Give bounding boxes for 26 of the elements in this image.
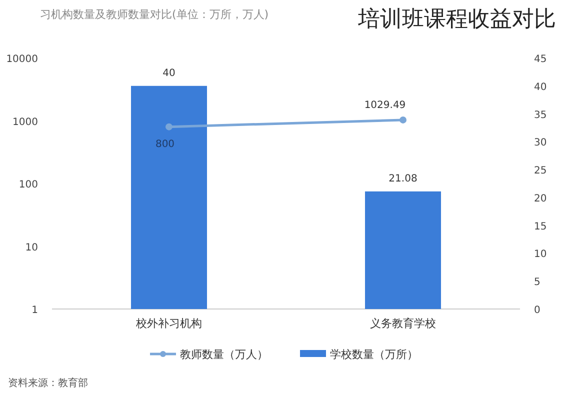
y2-tick-label: 30 [534,138,547,149]
y2-tick-label: 45 [534,54,547,65]
data-label: 1029.49 [364,100,406,111]
y-tick-label: 1 [32,305,38,316]
y-tick-label: 10000 [6,54,38,65]
y2-tick-label: 0 [534,305,540,316]
text: 资料来源：教育部 [8,377,88,389]
y-tick-label: 100 [18,180,38,190]
y2-tick-label: 25 [534,166,547,177]
chart-title: 培训班课程收益对比 [357,7,556,32]
y2-tick-label: 5 [534,277,540,288]
y2-tick-label: 35 [534,110,547,121]
y2-tick-label: 20 [534,193,547,204]
legend-label: 教师数量（万人） [180,348,268,361]
y2-tick-label: 40 [534,82,547,93]
y2-tick-label: 15 [534,221,547,232]
x-tick-label: 校外补习机构 [135,317,202,330]
data-label: 40 [162,68,176,79]
x-tick-label: 义务教育学校 [370,317,436,330]
y-tick-label: 1000 [12,116,38,128]
chart-subtitle: 习机构数量及教师数量对比(单位：万所，万人) [40,8,269,21]
data-label: 800 [155,138,175,150]
y-tick-label: 10 [25,242,38,254]
legend-label: 学校数量（万所） [330,348,418,361]
y2-tick-label: 10 [534,249,547,260]
data-label: 21.08 [388,173,418,184]
